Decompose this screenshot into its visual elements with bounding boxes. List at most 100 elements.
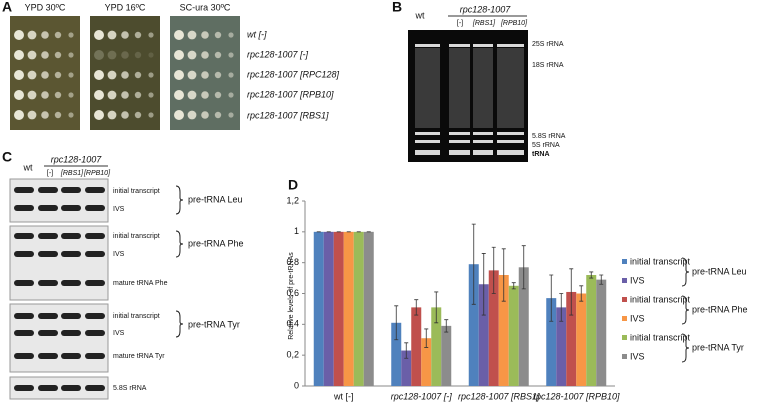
spot bbox=[228, 52, 234, 58]
legend-swatch bbox=[622, 259, 627, 264]
band bbox=[61, 330, 81, 336]
spot bbox=[14, 30, 24, 40]
band bbox=[415, 132, 440, 135]
legend-label: initial transcript bbox=[630, 332, 691, 342]
error-bar bbox=[501, 248, 506, 302]
band bbox=[38, 187, 58, 193]
band bbox=[449, 150, 470, 155]
band bbox=[38, 353, 58, 359]
band bbox=[38, 385, 58, 391]
strain-label: rpc128-1007 [RPB10] bbox=[247, 89, 334, 99]
x-tick-label: rpc128-1007 [RPB10] bbox=[533, 391, 620, 401]
band bbox=[85, 205, 105, 211]
band bbox=[473, 150, 493, 155]
bar bbox=[566, 291, 577, 386]
spot bbox=[68, 112, 74, 118]
band-label: tRNA bbox=[532, 151, 550, 158]
legend-group: pre-tRNA Phe bbox=[692, 304, 748, 314]
bar bbox=[411, 307, 422, 386]
band bbox=[85, 330, 105, 336]
band bbox=[85, 251, 105, 257]
spot bbox=[148, 92, 154, 98]
error-bar bbox=[481, 253, 486, 316]
spot bbox=[107, 50, 117, 60]
blot-label: IVS bbox=[113, 251, 125, 258]
band bbox=[38, 251, 58, 257]
condition: SC-ura 30ºC bbox=[180, 2, 231, 12]
bar bbox=[343, 231, 354, 386]
spot bbox=[174, 70, 184, 80]
x-tick-label: wt [-] bbox=[333, 391, 354, 401]
panel-letter: D bbox=[288, 177, 298, 193]
spot bbox=[94, 50, 104, 60]
plasmid-label: [RPB10] bbox=[500, 20, 528, 27]
band bbox=[61, 313, 81, 319]
spot bbox=[148, 32, 154, 38]
band-label: 25S rRNA bbox=[532, 41, 564, 48]
band bbox=[497, 132, 524, 135]
band bbox=[473, 132, 493, 135]
spot bbox=[68, 92, 74, 98]
band bbox=[61, 233, 81, 239]
band bbox=[61, 187, 81, 193]
spot bbox=[121, 111, 129, 119]
y-axis-label: Relative levels of pre-tRNAs bbox=[288, 252, 295, 340]
band bbox=[415, 140, 440, 143]
bar bbox=[488, 270, 499, 386]
error-bar bbox=[471, 223, 476, 305]
x-tick-label: rpc128-1007 [RBS1] bbox=[458, 391, 540, 401]
spot bbox=[148, 72, 154, 78]
spot bbox=[148, 112, 154, 118]
error-bar bbox=[444, 319, 449, 333]
band bbox=[449, 140, 470, 143]
strain-label: rpc128-1007 [RPC128] bbox=[247, 69, 340, 79]
bar bbox=[333, 231, 344, 386]
band bbox=[14, 280, 34, 286]
band bbox=[415, 44, 440, 47]
band bbox=[61, 280, 81, 286]
blot-label: initial transcript bbox=[113, 233, 160, 240]
spot bbox=[94, 70, 104, 80]
plasmid-label: [RBS1] bbox=[472, 20, 496, 27]
band bbox=[85, 385, 105, 391]
spot bbox=[54, 51, 62, 59]
spot bbox=[228, 92, 234, 98]
bar bbox=[363, 231, 374, 386]
band bbox=[38, 280, 58, 286]
spot bbox=[228, 72, 234, 78]
bar bbox=[546, 298, 557, 386]
spot bbox=[107, 70, 117, 80]
plasmid-label: [RBS1] bbox=[60, 170, 84, 177]
spot bbox=[201, 31, 209, 39]
brace bbox=[175, 230, 184, 258]
plasmid-label: [-] bbox=[457, 20, 463, 27]
spot bbox=[14, 70, 24, 80]
spot bbox=[134, 51, 142, 59]
y-tick-label: 0,8 bbox=[286, 257, 299, 267]
y-tick-label: 0 bbox=[294, 380, 299, 390]
bar bbox=[431, 307, 442, 386]
spot bbox=[27, 50, 37, 60]
error-bar bbox=[589, 271, 594, 279]
band bbox=[14, 205, 34, 211]
bar bbox=[353, 231, 364, 386]
spot bbox=[94, 90, 104, 100]
error-bar bbox=[394, 305, 399, 341]
bar bbox=[441, 325, 452, 386]
brace bbox=[681, 333, 690, 363]
band bbox=[61, 353, 81, 359]
spot bbox=[27, 90, 37, 100]
blot-label: pre-tRNA Tyr bbox=[188, 319, 240, 329]
bar bbox=[508, 285, 519, 386]
legend-label: IVS bbox=[630, 351, 645, 361]
plasmid-label: [-] bbox=[47, 170, 53, 177]
spot bbox=[107, 30, 117, 40]
blot-label: pre-tRNA Phe bbox=[188, 238, 244, 248]
band bbox=[85, 313, 105, 319]
spot bbox=[27, 70, 37, 80]
blot-label: IVS bbox=[113, 206, 125, 213]
x-tick-label: rpc128-1007 [-] bbox=[391, 391, 453, 401]
legend-swatch bbox=[622, 354, 627, 359]
spot bbox=[68, 72, 74, 78]
